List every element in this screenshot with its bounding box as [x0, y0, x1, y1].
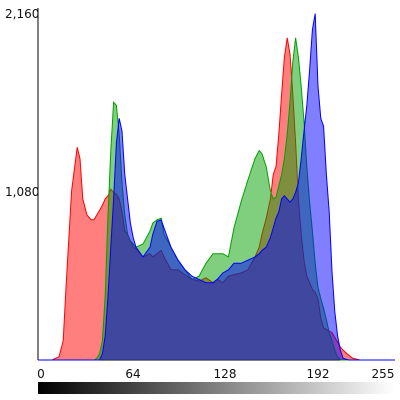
x-tick-label-192: 192: [306, 367, 330, 381]
y-tick-label-mid: 1,080: [5, 185, 40, 199]
intensity-gradient-bar: [38, 382, 395, 394]
x-tick-label-0: 0: [37, 367, 45, 381]
x-tick-label-128: 128: [213, 367, 237, 381]
blue-channel-line: [38, 13, 395, 361]
x-tick-label-64: 64: [125, 367, 141, 381]
y-tick-label-max: 2,160: [5, 7, 40, 21]
blue-channel-area: [38, 13, 395, 360]
x-tick-label-255: 255: [371, 367, 395, 381]
